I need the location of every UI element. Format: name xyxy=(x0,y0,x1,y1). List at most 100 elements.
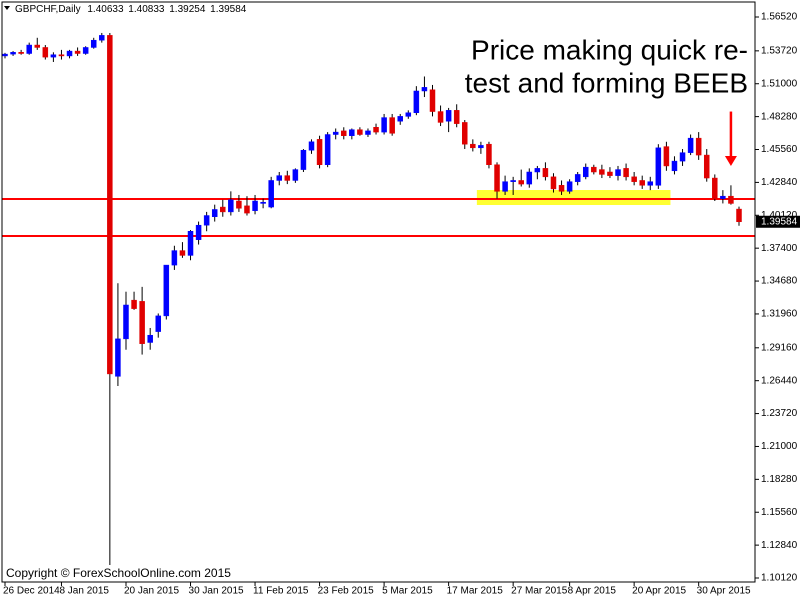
header: GBPCHF,Daily 1.40633 1.40833 1.39254 1.3… xyxy=(15,4,247,15)
candle-body xyxy=(90,39,97,48)
y-tick-label: 1.29160 xyxy=(761,342,798,353)
candle-body xyxy=(671,160,678,172)
y-tick-label: 1.48280 xyxy=(761,111,798,122)
x-tick-label: 11 Feb 2015 xyxy=(253,586,309,597)
candle-body xyxy=(445,110,452,122)
x-tick-label: 20 Jan 2015 xyxy=(124,586,179,597)
candle-body xyxy=(655,147,662,186)
candle-body xyxy=(220,206,226,213)
candle-body xyxy=(599,169,605,175)
y-tick-label: 1.21000 xyxy=(761,441,798,452)
candle-body xyxy=(494,164,500,192)
arrow-head xyxy=(724,155,737,166)
candle-body xyxy=(526,171,533,185)
plot-frame xyxy=(1,1,756,583)
candle-body xyxy=(647,181,654,186)
symbol: GBPCHF,Daily xyxy=(15,4,81,15)
candle-body xyxy=(607,171,613,176)
y-tick-label: 1.18280 xyxy=(761,474,798,485)
candle-body xyxy=(332,131,339,135)
candle-body xyxy=(478,145,484,149)
price-label-box xyxy=(756,215,800,228)
candle-body xyxy=(123,304,129,340)
candle-body xyxy=(389,117,395,134)
candle-body xyxy=(284,175,291,181)
y-tick-label: 1.26440 xyxy=(761,375,798,386)
candle-body xyxy=(453,110,460,124)
candle-body xyxy=(712,177,718,199)
candle-body xyxy=(437,111,444,123)
candle-body xyxy=(99,35,105,41)
candle-body xyxy=(421,87,428,92)
candle-body xyxy=(502,181,508,192)
x-tick-label: 23 Feb 2015 xyxy=(318,586,375,597)
candle-body xyxy=(566,181,573,192)
candle-body xyxy=(276,175,282,181)
y-tick-label: 1.10120 xyxy=(761,573,798,584)
copyright: Copyright © ForexSchoolOnline.com 2015 xyxy=(6,566,231,580)
candle-body xyxy=(518,180,524,185)
candle-body xyxy=(703,154,710,179)
y-tick-label: 1.45560 xyxy=(761,144,798,155)
x-tick-label: 8 Apr 2015 xyxy=(568,586,617,597)
y-tick-label: 1.12840 xyxy=(761,540,798,551)
x-tick-label: 27 Mar 2015 xyxy=(511,586,568,597)
y-tick-label: 1.40120 xyxy=(761,210,798,221)
candle-body xyxy=(18,52,24,54)
annotation: test and forming BEEB xyxy=(465,67,748,98)
candle-body xyxy=(728,195,734,204)
y-tick-label: 1.37400 xyxy=(761,243,798,254)
candle-body xyxy=(663,146,670,167)
y-tick-label: 1.31960 xyxy=(761,309,798,320)
candle-body xyxy=(534,168,541,173)
candle-body xyxy=(736,208,742,223)
candle-body xyxy=(195,224,202,240)
candle-body xyxy=(365,130,371,135)
candle-body xyxy=(631,176,637,182)
candle-body xyxy=(639,180,645,186)
candle-body xyxy=(2,53,8,57)
candle-body xyxy=(131,299,137,309)
y-tick-label: 1.34680 xyxy=(761,276,798,287)
candle-body xyxy=(720,195,726,199)
candle-body xyxy=(623,168,629,178)
x-tick-label: 30 Apr 2015 xyxy=(697,586,751,597)
candle-body xyxy=(349,129,355,136)
y-tick-label: 1.51000 xyxy=(761,78,798,89)
x-tick-label: 30 Jan 2015 xyxy=(189,586,244,597)
candle-body xyxy=(462,122,468,145)
candle-body xyxy=(139,301,145,344)
candle-body xyxy=(26,44,32,54)
candle-body xyxy=(381,117,387,133)
candle-body xyxy=(74,50,81,54)
candle-body xyxy=(558,185,565,192)
candle-body xyxy=(179,250,186,256)
candle-body xyxy=(82,47,89,54)
x-tick-label: 17 Mar 2015 xyxy=(447,586,504,597)
candle-body xyxy=(413,90,420,114)
x-tick-label: 5 Mar 2015 xyxy=(382,586,433,597)
y-tick-label: 1.15560 xyxy=(761,507,798,518)
candle-body xyxy=(236,200,242,209)
candle-body xyxy=(115,338,121,377)
candle-body xyxy=(107,35,113,375)
candle-body xyxy=(397,116,403,122)
candle-body xyxy=(486,143,492,165)
candle-body xyxy=(405,112,412,117)
header-close: 1.39584 xyxy=(210,4,247,15)
header-low: 1.39254 xyxy=(169,4,206,15)
annotation: Price making quick re- xyxy=(471,34,748,65)
price-label: 1.39584 xyxy=(761,216,798,227)
candle-body xyxy=(300,149,307,170)
y-tick-label: 1.42840 xyxy=(761,177,798,188)
y-tick-label: 1.53720 xyxy=(761,45,798,56)
candle-body xyxy=(155,315,162,332)
candle-body xyxy=(187,230,194,256)
candle-body xyxy=(50,54,57,58)
candle-body xyxy=(171,250,178,266)
candle-body xyxy=(268,180,274,208)
candle-body xyxy=(228,199,234,213)
candle-body xyxy=(574,174,581,182)
candle-body xyxy=(373,127,379,133)
